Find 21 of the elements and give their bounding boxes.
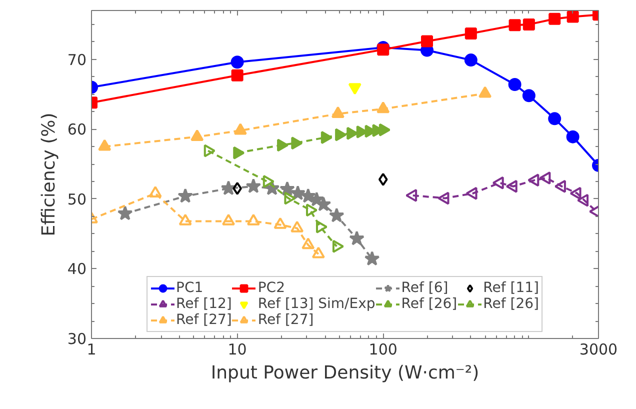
legend-label: Ref [6] [401,280,448,296]
x-tick-label: 3000 [579,340,618,358]
x-tick-label: 1 [86,340,96,358]
x-tick-label: 100 [368,340,398,358]
legend-label: Ref [11] [483,280,539,296]
y-tick-label: 30 [67,330,87,348]
y-tick-label: 50 [67,190,87,208]
legend-label: Ref [13] Sim/Exp [258,296,376,312]
legend-label: PC1 [176,280,204,296]
y-tick-label: 60 [67,120,87,139]
legend-label: Ref [12] [176,296,232,312]
y-tick-label: 70 [67,50,87,69]
x-axis-title: Input Power Density (W·cm⁻²) [210,362,480,384]
y-axis-title: Efficiency (%) [38,112,60,236]
legend-label: Ref [27] [176,312,232,328]
legend-label: PC2 [258,280,285,296]
legend-label: Ref [26] [483,296,539,312]
y-tick-label: 40 [67,260,87,278]
legend-label: Ref [26] [401,296,458,312]
legend-label: Ref [27] [258,312,314,328]
x-tick-label: 10 [228,340,247,358]
